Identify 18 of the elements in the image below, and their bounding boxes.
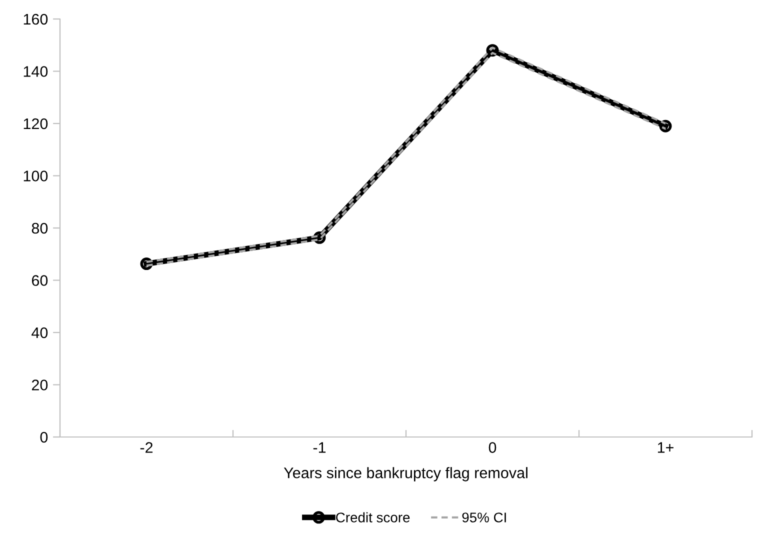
y-tick-label: 40 bbox=[32, 327, 48, 338]
y-tick-label: 120 bbox=[24, 118, 48, 130]
y-tick-label: 0 bbox=[40, 432, 48, 443]
x-tick-label: -1 bbox=[313, 442, 326, 453]
point bbox=[659, 120, 672, 132]
y-tick-label: 60 bbox=[32, 275, 48, 286]
y-tick-label: 20 bbox=[32, 380, 48, 390]
legend-label: 95% CI bbox=[462, 512, 506, 522]
point bbox=[486, 44, 499, 57]
x-tick-label: 1+ bbox=[658, 442, 674, 453]
y-tick-label: 100 bbox=[24, 170, 48, 182]
y-tick-label: 160 bbox=[24, 14, 48, 25]
y-tick-label: 140 bbox=[24, 66, 48, 77]
legend-label: Credit score bbox=[336, 512, 410, 522]
x-tick-label: 0 bbox=[488, 442, 496, 453]
x-tick-label: -2 bbox=[140, 442, 153, 453]
y-tick-label: 80 bbox=[32, 222, 48, 234]
x-axis-title: Years since bankruptcy flag removal bbox=[284, 467, 528, 482]
